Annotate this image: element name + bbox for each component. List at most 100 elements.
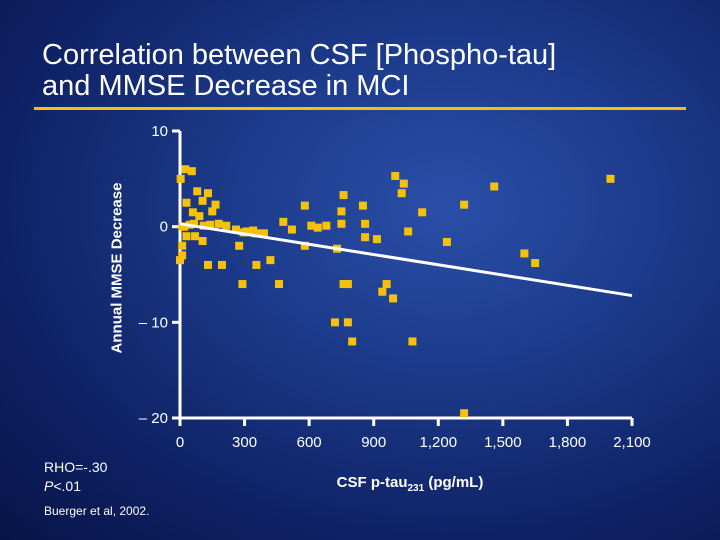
data-point <box>322 221 331 230</box>
x-tick-label: 1,500 <box>484 434 522 451</box>
data-point <box>460 409 469 418</box>
citation: Buerger et al, 2002. <box>44 504 150 518</box>
x-tick-label: 300 <box>232 434 257 451</box>
data-point <box>361 219 370 228</box>
data-point <box>300 241 309 250</box>
y-tick-label: 0 <box>160 219 168 236</box>
data-point <box>182 232 191 241</box>
chart-trend <box>179 222 633 298</box>
data-point <box>339 191 348 200</box>
chart-ticks: 0 300 600 900 1,200 1,500 1,800 2,100 10 0 – 10 – 2… <box>139 123 651 451</box>
data-point <box>275 280 284 289</box>
data-point <box>235 241 244 250</box>
x-tick-label: 2,100 <box>613 434 651 451</box>
rho-value: RHO=-.30 <box>44 459 108 475</box>
data-point <box>397 189 406 198</box>
p-value: <.01 <box>53 478 81 494</box>
y-tick-label: 10 <box>151 123 168 140</box>
correlation-stats: RHO=-.30 P<.01 <box>44 458 107 496</box>
data-point <box>206 220 215 229</box>
data-point <box>182 198 191 207</box>
data-point <box>382 280 391 289</box>
data-point <box>330 318 339 327</box>
data-point <box>208 207 217 216</box>
data-point <box>606 174 615 183</box>
y-axis-label: Annual MMSE Decrease <box>108 182 126 354</box>
data-point <box>460 200 469 209</box>
p-value-line: P<.01 <box>44 477 107 496</box>
data-point <box>217 260 226 269</box>
data-point <box>211 200 220 209</box>
data-point <box>203 260 212 269</box>
chart-points <box>176 165 615 418</box>
x-axis-label-main: CSF p-tau <box>336 474 408 491</box>
data-point <box>178 241 187 250</box>
data-point <box>222 221 231 230</box>
x-axis-label-subscript: 231 <box>407 483 425 494</box>
x-tick-label: 1,800 <box>549 434 587 451</box>
data-point <box>252 260 261 269</box>
data-point <box>287 225 296 234</box>
data-point <box>242 227 251 236</box>
data-point <box>313 223 322 232</box>
data-point <box>178 251 187 260</box>
data-point <box>181 165 190 174</box>
data-point <box>187 167 196 176</box>
data-point <box>358 201 367 210</box>
y-tick-label: – 20 <box>139 410 168 427</box>
data-point <box>520 249 529 258</box>
p-label: P <box>44 478 54 494</box>
x-tick-label: 1,200 <box>420 434 458 451</box>
data-point <box>361 233 370 242</box>
data-point <box>188 208 197 217</box>
y-tick-label: – 10 <box>139 314 168 331</box>
data-point <box>252 229 261 238</box>
data-point <box>180 222 189 231</box>
data-point <box>198 196 207 205</box>
title-underline <box>34 107 686 110</box>
data-point <box>399 179 408 188</box>
data-point <box>378 287 387 296</box>
data-point <box>300 201 309 210</box>
data-point <box>191 232 200 241</box>
x-tick-label: 0 <box>176 434 184 451</box>
data-point <box>203 189 212 198</box>
data-point <box>442 237 451 246</box>
trend-line <box>179 222 633 298</box>
data-point <box>531 259 540 268</box>
data-point <box>195 212 204 221</box>
data-point <box>307 221 316 230</box>
x-axis-label-unit: (pg/mL) <box>424 474 484 491</box>
data-point <box>404 227 413 236</box>
data-point <box>418 208 427 217</box>
data-point <box>389 294 398 303</box>
slide-title: Correlation between CSF [Phospho-tau] an… <box>42 39 557 102</box>
data-point <box>238 280 247 289</box>
data-point <box>214 219 223 228</box>
data-point <box>193 187 202 196</box>
data-point <box>339 280 348 289</box>
x-tick-label: 900 <box>361 434 386 451</box>
chart-axes <box>178 131 632 420</box>
data-point <box>490 182 499 191</box>
x-axis-label: CSF p-tau231 (pg/mL) <box>337 474 484 494</box>
data-point <box>231 225 240 234</box>
x-tick-label: 600 <box>297 434 322 451</box>
data-point <box>408 337 417 346</box>
data-point <box>176 174 185 183</box>
data-point <box>343 318 352 327</box>
data-point <box>176 256 184 265</box>
data-point <box>343 280 352 289</box>
data-point <box>199 221 208 230</box>
data-point <box>337 207 346 216</box>
data-point <box>337 219 346 228</box>
data-point <box>266 256 275 265</box>
data-point <box>198 237 207 246</box>
data-point <box>348 337 357 346</box>
data-point <box>189 219 198 228</box>
data-point <box>259 229 268 238</box>
data-point <box>279 217 288 226</box>
data-point <box>391 171 400 180</box>
data-point <box>372 235 381 244</box>
